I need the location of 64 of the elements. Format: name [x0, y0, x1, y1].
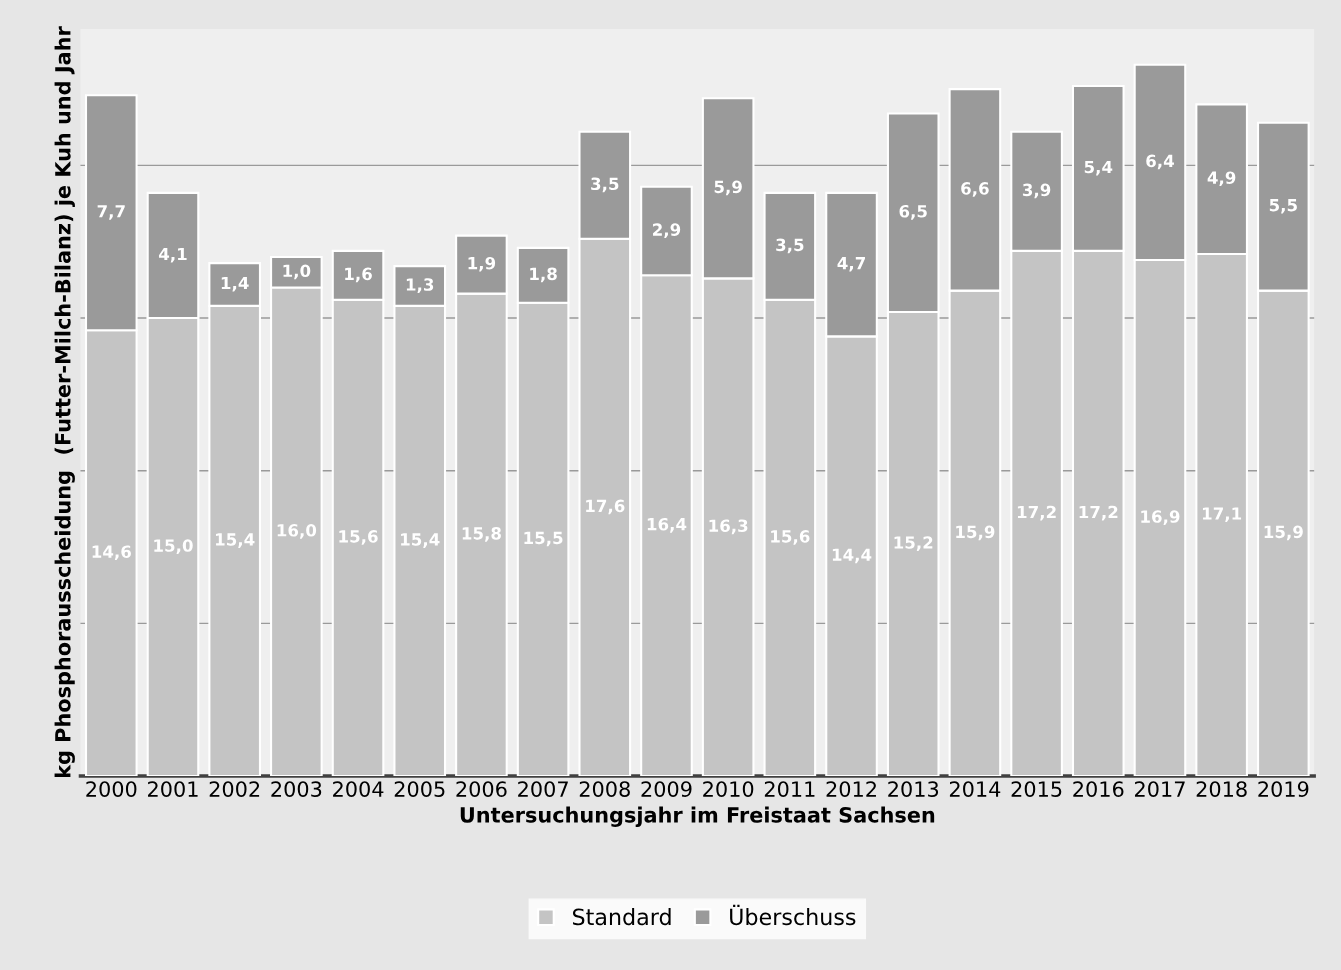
x-tick-label: 2012	[826, 781, 876, 797]
data-label: 2,9	[653, 223, 681, 239]
legend-label: Überschuss	[730, 904, 856, 926]
data-label: 1,9	[468, 256, 496, 272]
data-label: 7,7	[97, 205, 125, 220]
x-tick-label: 2019	[1258, 781, 1309, 797]
x-tick-label: 2007	[518, 781, 568, 797]
x-tick-label: 2018	[1196, 781, 1247, 797]
data-label: 15,9	[956, 525, 995, 541]
data-label: 15,2	[894, 536, 933, 551]
x-tick-label: 2001	[148, 781, 198, 797]
data-label: 15,0	[154, 539, 193, 554]
data-label: 15,4	[401, 533, 440, 548]
data-label: 3,5	[776, 238, 804, 254]
data-label: 15,6	[339, 530, 378, 545]
data-label: 17,1	[1202, 507, 1242, 522]
data-label: 15,9	[1264, 525, 1303, 541]
data-label: 17,2	[1017, 505, 1056, 521]
data-label: 1,3	[406, 278, 434, 293]
data-label: 15,6	[771, 530, 810, 545]
data-label: 16,9	[1141, 510, 1180, 525]
data-label: 17,2	[1079, 505, 1118, 521]
data-label: 1,6	[345, 267, 372, 283]
x-tick-label: 2003	[271, 781, 322, 797]
data-label: 5,5	[1269, 199, 1297, 214]
data-label: 6,4	[1146, 154, 1174, 170]
data-label: 4,1	[158, 247, 187, 263]
x-tick-label: 2006	[456, 781, 507, 797]
x-tick-label: 2008	[579, 781, 630, 797]
x-tick-label: 2002	[209, 781, 260, 797]
data-label: 1,0	[283, 264, 311, 280]
x-axis-title: Untersuchungsjahr im Freistaat Sachsen	[460, 806, 935, 827]
data-label: 1,4	[221, 276, 249, 292]
data-label: 3,5	[591, 177, 619, 193]
x-tick-label: 2017	[1134, 781, 1185, 797]
data-label: 15,8	[462, 527, 501, 542]
x-tick-label: 2010	[703, 781, 754, 797]
x-tick-label: 2009	[641, 781, 692, 797]
data-label: 14,4	[832, 548, 872, 564]
x-tick-label: 2004	[333, 781, 384, 797]
x-tick-label: 2016	[1073, 781, 1124, 797]
data-label: 5,9	[714, 180, 742, 196]
data-label: 15,4	[216, 533, 255, 548]
data-label: 15,5	[524, 531, 563, 547]
x-tick-label: 2013	[888, 781, 939, 797]
data-label: 16,3	[709, 519, 748, 535]
x-tick-label: 2005	[394, 781, 445, 797]
data-label: 6,5	[899, 204, 927, 220]
legend-label: Standard	[572, 908, 671, 926]
data-label: 16,0	[277, 523, 317, 539]
x-tick-label: 2000	[86, 781, 137, 797]
data-label: 4,9	[1207, 171, 1236, 187]
x-tick-label: 2015	[1011, 781, 1062, 797]
data-label: 5,4	[1084, 160, 1113, 176]
data-label: 6,6	[961, 182, 989, 197]
x-tick-label: 2011	[764, 781, 815, 797]
data-label: 14,6	[92, 545, 131, 561]
data-label: 4,7	[837, 257, 865, 272]
data-label: 17,6	[586, 499, 625, 515]
data-label: 1,8	[530, 267, 557, 283]
data-label: 16,4	[647, 517, 687, 533]
data-label: 3,9	[1022, 183, 1051, 199]
y-axis-title: kg Phosphorausscheidung (Futter-Milch-Bilanz) je Kuh und Jahr	[54, 26, 75, 778]
x-tick-label: 2014	[949, 781, 1001, 797]
